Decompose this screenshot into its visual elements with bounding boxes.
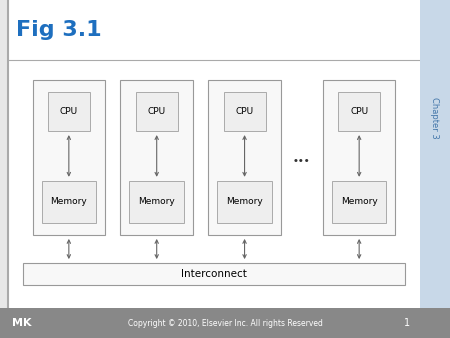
Bar (420, 0, 450, 308)
Bar (217, 181, 272, 223)
Text: MK: MK (12, 318, 32, 328)
Text: Chapter 3: Chapter 3 (431, 97, 440, 139)
Bar (0, 308, 450, 338)
Text: CPU: CPU (235, 107, 254, 116)
Bar (332, 181, 387, 223)
Bar (48, 92, 90, 131)
Text: Memory: Memory (138, 197, 175, 206)
Text: Memory: Memory (341, 197, 378, 206)
Text: CPU: CPU (350, 107, 368, 116)
Text: 1: 1 (404, 318, 410, 328)
Bar (135, 92, 178, 131)
Text: Interconnect: Interconnect (181, 269, 247, 279)
Bar (338, 92, 380, 131)
Bar (208, 80, 281, 235)
Text: Memory: Memory (226, 197, 263, 206)
Text: Fig 3.1: Fig 3.1 (16, 20, 102, 40)
Bar (32, 80, 105, 235)
Text: Memory: Memory (50, 197, 87, 206)
Bar (224, 92, 266, 131)
Text: CPU: CPU (60, 107, 78, 116)
Bar (121, 80, 193, 235)
Text: CPU: CPU (148, 107, 166, 116)
Bar (23, 263, 405, 285)
Text: ...: ... (293, 149, 310, 166)
Text: Copyright © 2010, Elsevier Inc. All rights Reserved: Copyright © 2010, Elsevier Inc. All righ… (127, 318, 323, 328)
Bar (41, 181, 96, 223)
Bar (323, 80, 396, 235)
Bar (130, 181, 184, 223)
